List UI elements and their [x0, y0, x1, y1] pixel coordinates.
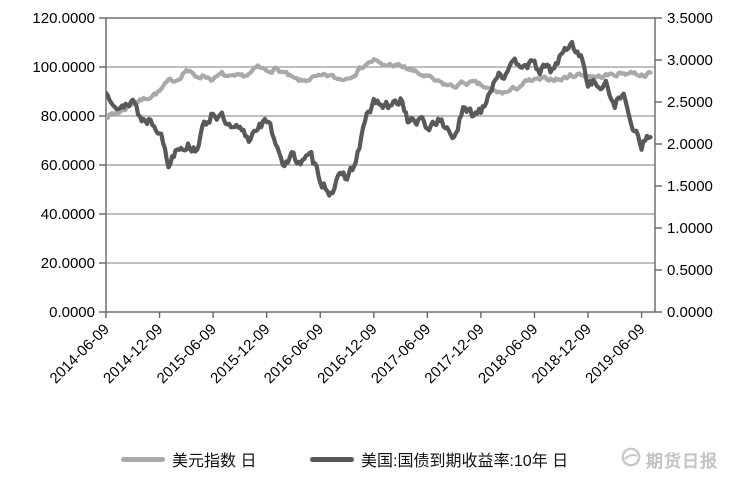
y-left-tick-label: 20.0000 [41, 255, 95, 272]
chart-legend: 美元指数 日 美国:国债到期收益率:10年 日 期货日报 [0, 446, 744, 476]
watermark-text: 期货日报 [646, 451, 718, 471]
y-right-tick-label: 2.5000 [667, 94, 713, 111]
legend-swatch-usd-index [121, 456, 165, 462]
y-left-tick-label: 0.0000 [49, 304, 95, 321]
y-right-tick-label: 1.0000 [667, 220, 713, 237]
y-right-tick-label: 1.5000 [667, 178, 713, 195]
qihuo-ribao-logo-icon [620, 446, 642, 473]
y-right-tick-label: 3.0000 [667, 52, 713, 69]
y-left-tick-label: 100.0000 [32, 59, 95, 76]
legend-item-treasury-yield: 美国:国债到期收益率:10年 日 [310, 446, 568, 472]
y-left-tick-label: 80.0000 [41, 108, 95, 125]
y-right-tick-label: 0.5000 [667, 262, 713, 279]
y-left-tick-label: 120.0000 [32, 10, 95, 27]
usd-index-line [106, 57, 653, 120]
legend-label-usd-index: 美元指数 日 [172, 453, 257, 470]
y-right-tick-label: 0.0000 [667, 304, 713, 321]
legend-label-treasury-yield: 美国:国债到期收益率:10年 日 [361, 453, 569, 470]
y-right-tick-label: 2.0000 [667, 136, 713, 153]
y-right-tick-label: 3.5000 [667, 10, 713, 27]
legend-swatch-treasury-yield [310, 456, 354, 462]
y-left-tick-label: 40.0000 [41, 206, 95, 223]
y-left-tick-label: 60.0000 [41, 157, 95, 174]
legend-item-usd-index: 美元指数 日 [121, 446, 256, 472]
watermark: 期货日报 [620, 446, 718, 472]
treasury-yield-line [106, 39, 653, 198]
